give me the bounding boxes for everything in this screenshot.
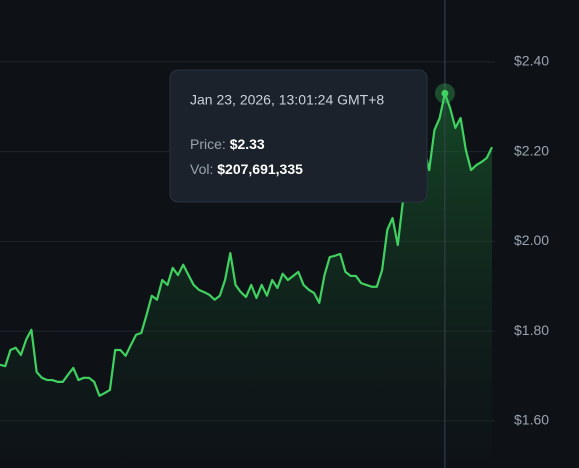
area-fill bbox=[0, 93, 492, 468]
tooltip-label: Price: bbox=[190, 136, 226, 152]
tooltip-value: $207,691,335 bbox=[217, 161, 303, 177]
tooltip: Jan 23, 2026, 13:01:24 GMT+8 Price: $2.3… bbox=[169, 69, 428, 203]
y-tick-label: $2.20 bbox=[514, 142, 549, 158]
y-tick-label: $1.60 bbox=[514, 412, 549, 428]
tooltip-title: Jan 23, 2026, 13:01:24 GMT+8 bbox=[190, 92, 384, 108]
y-tick-label: $2.00 bbox=[514, 232, 549, 248]
hover-point bbox=[441, 89, 449, 97]
tooltip-value: $2.33 bbox=[230, 136, 265, 152]
tooltip-row: Price: $2.33 bbox=[190, 136, 265, 152]
y-tick-label: $2.40 bbox=[514, 53, 549, 69]
tooltip-box bbox=[169, 69, 428, 203]
tooltip-row: Vol: $207,691,335 bbox=[190, 161, 303, 177]
y-tick-label: $1.80 bbox=[514, 322, 549, 338]
tooltip-label: Vol: bbox=[190, 161, 213, 177]
